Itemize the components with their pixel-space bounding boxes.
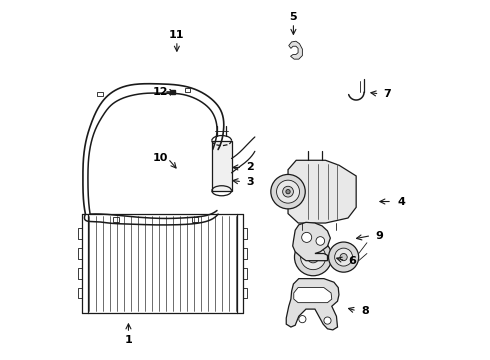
- Bar: [185, 88, 191, 93]
- Text: 11: 11: [169, 30, 185, 40]
- Polygon shape: [293, 222, 330, 261]
- Circle shape: [300, 244, 326, 270]
- Circle shape: [329, 242, 359, 272]
- Circle shape: [335, 248, 353, 266]
- Text: 8: 8: [361, 306, 369, 316]
- Polygon shape: [289, 41, 302, 59]
- Circle shape: [324, 317, 331, 324]
- Bar: [113, 217, 119, 222]
- Text: 12: 12: [153, 87, 169, 97]
- Circle shape: [286, 189, 290, 194]
- Polygon shape: [288, 160, 356, 223]
- Bar: [192, 217, 197, 222]
- Text: 10: 10: [153, 153, 169, 163]
- Text: 1: 1: [124, 334, 132, 345]
- Circle shape: [299, 316, 306, 323]
- Text: 7: 7: [383, 89, 391, 99]
- Circle shape: [302, 232, 312, 242]
- Circle shape: [283, 186, 294, 197]
- Polygon shape: [286, 279, 339, 330]
- Text: 4: 4: [397, 197, 405, 207]
- Bar: [212, 140, 232, 191]
- Bar: [97, 92, 102, 96]
- Circle shape: [294, 238, 332, 276]
- Text: 5: 5: [290, 12, 297, 22]
- Circle shape: [316, 237, 324, 245]
- Text: 2: 2: [246, 162, 254, 172]
- Circle shape: [276, 180, 299, 203]
- Text: 6: 6: [349, 256, 357, 266]
- Polygon shape: [294, 288, 332, 303]
- Circle shape: [307, 251, 319, 263]
- Text: 3: 3: [246, 177, 254, 187]
- Circle shape: [271, 175, 305, 209]
- Text: 9: 9: [375, 231, 383, 240]
- Circle shape: [340, 253, 347, 261]
